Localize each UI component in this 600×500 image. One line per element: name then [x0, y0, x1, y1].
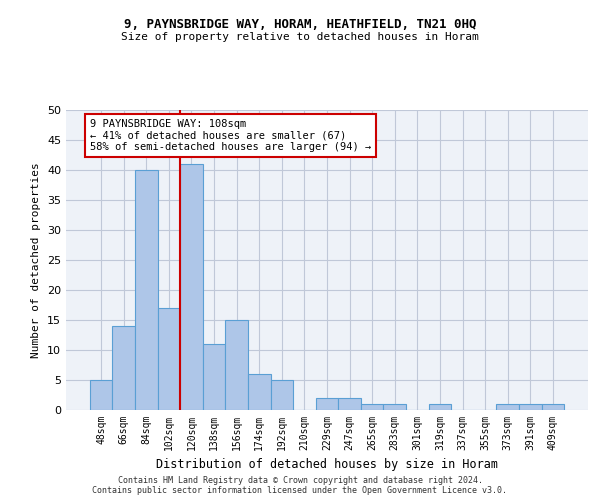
- Bar: [519, 404, 542, 410]
- Bar: [383, 404, 406, 410]
- Bar: [90, 380, 112, 410]
- Bar: [248, 374, 271, 410]
- Bar: [135, 170, 158, 410]
- Bar: [338, 398, 361, 410]
- Bar: [496, 404, 519, 410]
- Bar: [226, 320, 248, 410]
- Bar: [112, 326, 135, 410]
- Bar: [361, 404, 383, 410]
- Text: Contains HM Land Registry data © Crown copyright and database right 2024.
Contai: Contains HM Land Registry data © Crown c…: [92, 476, 508, 495]
- Bar: [428, 404, 451, 410]
- Bar: [316, 398, 338, 410]
- Bar: [542, 404, 564, 410]
- Text: 9, PAYNSBRIDGE WAY, HORAM, HEATHFIELD, TN21 0HQ: 9, PAYNSBRIDGE WAY, HORAM, HEATHFIELD, T…: [124, 18, 476, 30]
- Y-axis label: Number of detached properties: Number of detached properties: [31, 162, 41, 358]
- Bar: [203, 344, 226, 410]
- Bar: [271, 380, 293, 410]
- X-axis label: Distribution of detached houses by size in Horam: Distribution of detached houses by size …: [156, 458, 498, 471]
- Bar: [158, 308, 180, 410]
- Bar: [180, 164, 203, 410]
- Text: Size of property relative to detached houses in Horam: Size of property relative to detached ho…: [121, 32, 479, 42]
- Text: 9 PAYNSBRIDGE WAY: 108sqm
← 41% of detached houses are smaller (67)
58% of semi-: 9 PAYNSBRIDGE WAY: 108sqm ← 41% of detac…: [90, 119, 371, 152]
